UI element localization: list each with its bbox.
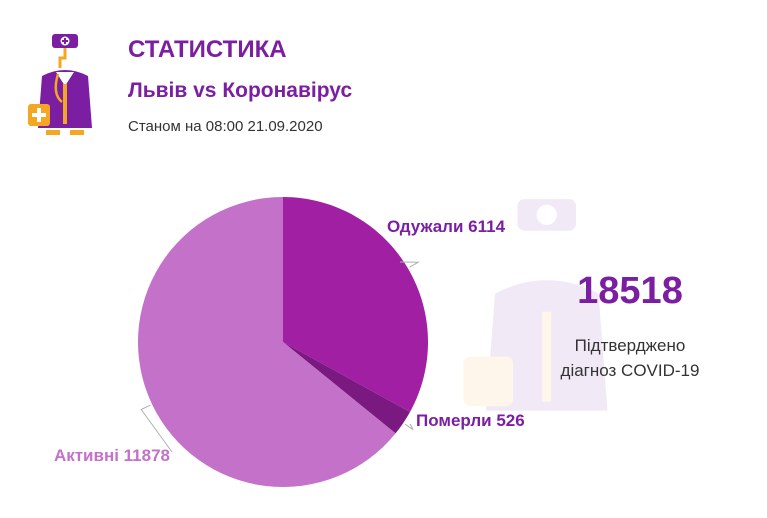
total-cases-caption: Підтверджено діагноз COVID-19 (530, 333, 730, 383)
page-title: СТАТИСТИКА (128, 36, 287, 63)
page-subtitle: Львів vs Коронавірус (128, 79, 353, 102)
pie-slice-2 (138, 197, 396, 487)
pie-slice-0 (283, 197, 429, 412)
pie-leader-line-2 (140, 404, 173, 453)
caption-line-2: діагноз COVID-19 (560, 361, 700, 380)
pie-label-2: Активні 11878 (54, 446, 170, 465)
total-cases-value: 18518 (577, 270, 683, 312)
pie-leader-line-0 (399, 261, 421, 268)
pie-leader-line-1 (404, 423, 414, 431)
pie-label-0: Одужали 6114 (387, 217, 506, 236)
pie-label-1: Померли 526 (416, 411, 525, 430)
pie-slice-1 (283, 342, 410, 434)
doctor-watermark-icon (463, 199, 608, 411)
doctor-logo-icon (28, 34, 92, 135)
as-of-timestamp: Станом на 08:00 21.09.2020 (128, 118, 323, 135)
caption-line-1: Підтверджено (574, 336, 686, 355)
